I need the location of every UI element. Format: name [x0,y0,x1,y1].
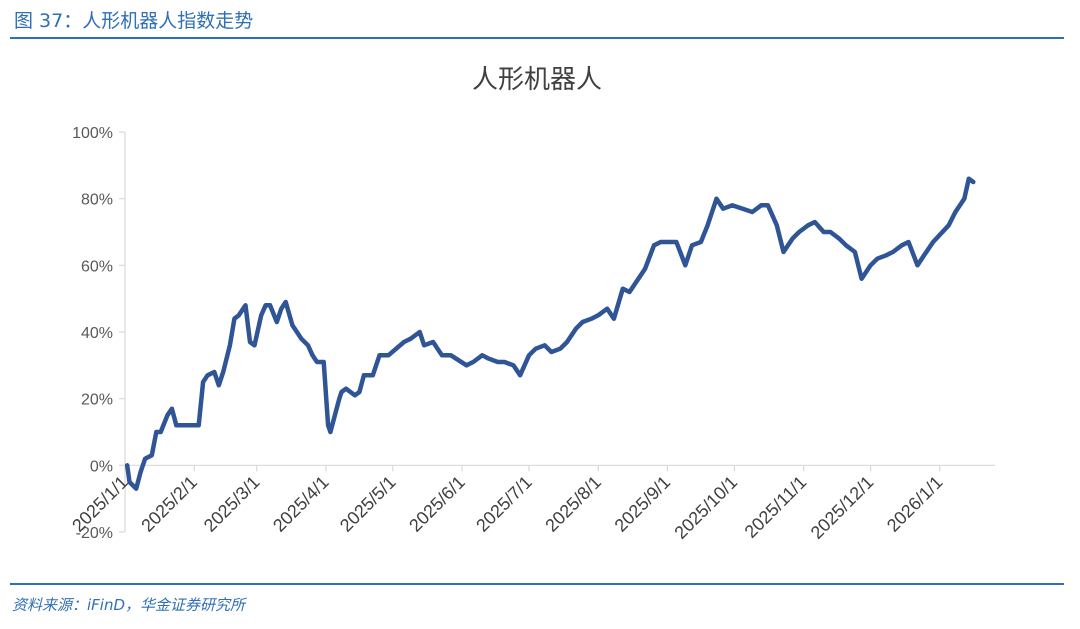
x-tick-label: 2025/4/1 [269,472,333,536]
chart-title: 人形机器人 [472,65,602,95]
series-line [124,176,976,491]
series-group [124,176,976,491]
y-tick-label: -20% [76,525,113,542]
x-tick-label: 2025/6/1 [405,472,469,536]
x-tick-label: 2025/2/1 [137,472,201,536]
x-tick-label: 2025/12/1 [807,472,878,543]
y-axis: -20% 0% 20% 40% 60% 80% 100% [72,125,126,542]
y-tick-label: 20% [81,392,113,409]
y-tick-label: 40% [81,325,113,342]
y-tick-label: 100% [72,125,113,142]
x-tick-label: 2025/7/1 [472,472,536,536]
x-tick-label: 2026/1/1 [883,472,947,536]
x-tick-label: 2025/5/1 [336,472,400,536]
x-tick-label: 2025/9/1 [611,472,675,536]
y-tick-label: 80% [81,192,113,209]
x-tick-label: 2025/3/1 [200,472,264,536]
y-tick-label: 60% [81,258,113,275]
figure-label: 图 37：人形机器人指数走势 [14,10,254,32]
y-tick-label: 0% [90,458,113,475]
source-note: 资料来源：iFinD，华金证券研究所 [12,596,246,614]
line-chart: 人形机器人 -20% 0% 20% 40% 60% 80% 100% 2025/1/1 202… [68,65,995,543]
x-tick-label: 2025/10/1 [670,472,741,543]
x-tick-label: 2025/11/1 [741,472,811,542]
x-tick-label: 2025/8/1 [541,472,605,536]
footer-rule [10,583,1064,585]
header-rule [10,37,1064,39]
